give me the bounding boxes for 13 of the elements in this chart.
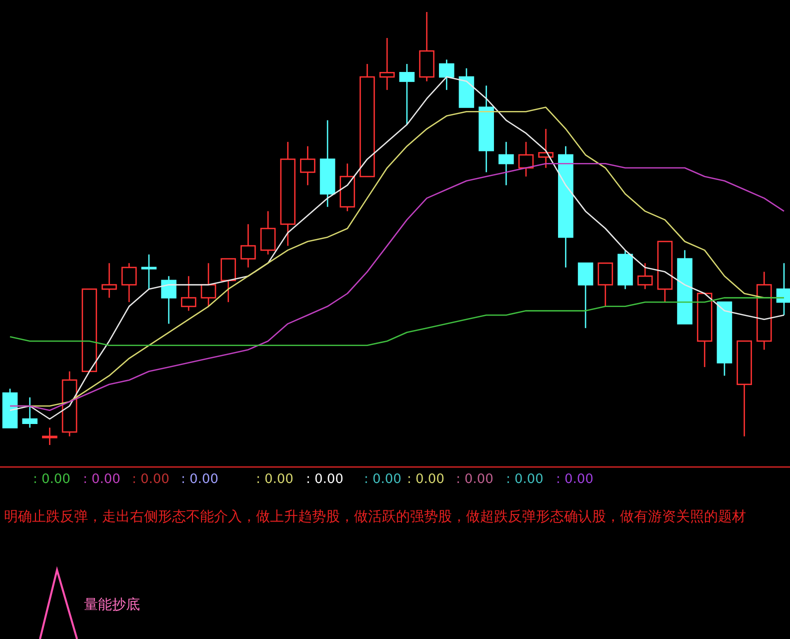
text: : 0.00 [364, 472, 402, 487]
text: : 0.00 [256, 472, 294, 487]
text: : 0.00 [181, 472, 218, 487]
text: 量能抄底 [84, 597, 140, 613]
text: : 0.00 [506, 472, 544, 487]
text: : 0.00 [132, 472, 170, 487]
text: : 0.00 [407, 472, 444, 487]
text: 明确止跌反弹，走出右侧形态不能介入，做上升趋势股，做活跃的强势股，做超跌反弹形态确认股，做有游资关照的题材 [4, 509, 746, 525]
text: : 0.00 [33, 472, 70, 487]
text: : 0.00 [83, 472, 120, 487]
text: : 0.00 [556, 472, 594, 487]
text: : 0.00 [456, 472, 494, 487]
text: : 0.00 [306, 472, 344, 487]
